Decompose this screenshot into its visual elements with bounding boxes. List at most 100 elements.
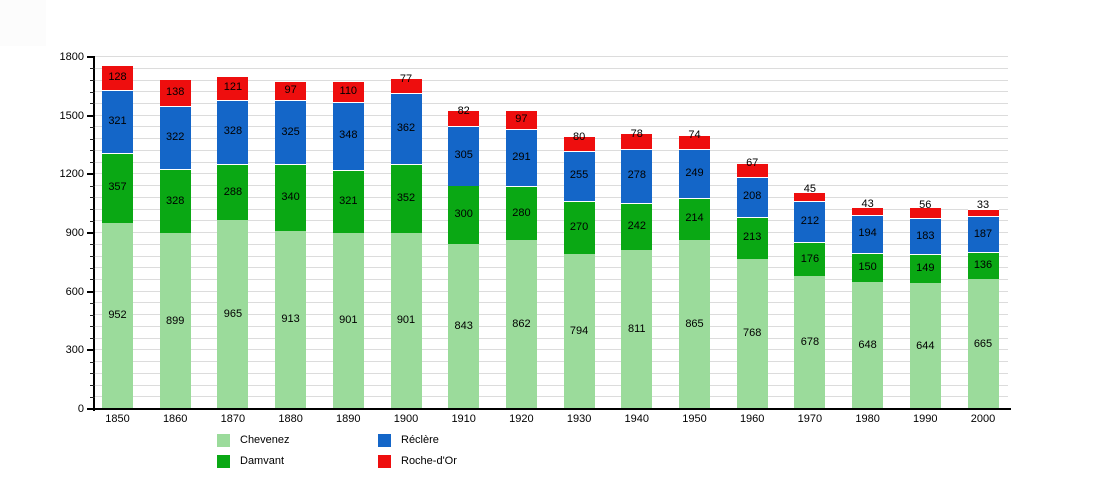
y-minor-tick — [90, 396, 95, 398]
y-minor-tick — [90, 361, 95, 363]
segment-chevenez: 811 — [621, 250, 653, 409]
bar-group-2000: 665 136 187 33 — [967, 57, 999, 409]
y-minor-tick — [90, 220, 95, 222]
segment-damvant: 321 — [332, 170, 364, 233]
bar-value-label: 843 — [454, 320, 473, 333]
gridline — [95, 126, 1008, 128]
y-minor-tick — [90, 373, 95, 375]
bar-value-label: 794 — [569, 324, 589, 337]
bar-value-label: 150 — [858, 261, 877, 274]
segment-r-cl-re: 194 — [852, 215, 884, 253]
bar-value-label: 249 — [685, 167, 704, 180]
bar-value-label: 322 — [166, 131, 185, 144]
bar-value-label: 952 — [108, 309, 127, 322]
segment-roche-d-or: 45 — [794, 183, 826, 201]
legend-swatch-roche-d-or — [378, 455, 391, 468]
segment-roche-d-or: 82 — [448, 105, 480, 126]
x-axis-label: 1940 — [624, 413, 650, 425]
gridline — [95, 196, 1008, 198]
gridline — [95, 314, 1008, 316]
segment-chevenez: 768 — [736, 258, 768, 409]
segment-damvant: 176 — [794, 242, 826, 277]
bar-value-label: 270 — [569, 220, 589, 233]
segment-roche-d-or: 80 — [563, 131, 595, 152]
bar-group-1890: 901 321 348 110 — [332, 57, 364, 409]
segment-chevenez: 901 — [332, 232, 364, 409]
segment-r-cl-re: 305 — [448, 125, 480, 186]
bar-value-label: 901 — [396, 314, 416, 327]
segment-chevenez: 794 — [563, 253, 595, 409]
segment-roche-d-or: 78 — [621, 129, 653, 149]
gridline — [95, 102, 1008, 104]
y-major-tick — [87, 173, 95, 176]
gridline — [95, 384, 1008, 386]
y-minor-tick — [90, 244, 95, 246]
bar-value-label: 768 — [743, 327, 762, 340]
y-minor-tick — [90, 80, 95, 81]
legend-swatch-chevenez — [217, 434, 230, 447]
segment-damvant: 357 — [102, 153, 133, 223]
segment-r-cl-re: 249 — [679, 149, 710, 198]
y-minor-tick — [90, 138, 95, 140]
y-minor-tick — [90, 385, 95, 386]
bar-group-1940: 811 242 278 78 — [621, 57, 653, 409]
bar-value-label: 862 — [512, 318, 531, 331]
segment-roche-d-or: 77 — [390, 74, 422, 94]
segment-damvant: 352 — [390, 164, 422, 233]
bar-value-label: 280 — [512, 206, 531, 219]
legend-item-chevenez: Chevenez — [217, 430, 378, 451]
y-axis-label: 0 — [77, 403, 84, 415]
legend-label: Réclère — [401, 434, 439, 446]
segment-roche-d-or: 43 — [852, 198, 884, 215]
y-axis-label: 1500 — [59, 109, 84, 122]
y-minor-tick — [90, 279, 95, 281]
gridline — [95, 325, 1008, 327]
y-axis-label: 600 — [65, 285, 84, 298]
gridline — [95, 149, 1008, 151]
bar-value-label: 128 — [108, 71, 127, 84]
gridline — [95, 337, 1008, 339]
y-minor-tick — [90, 326, 95, 328]
gridline — [95, 372, 1008, 374]
segment-chevenez: 862 — [505, 240, 537, 409]
bar-value-label: 328 — [223, 125, 243, 138]
gridline — [95, 91, 1008, 93]
y-axis-label: 300 — [65, 344, 84, 357]
bar-group-1910: 843 300 305 82 — [448, 57, 480, 409]
bar-group-1970: 678 176 212 45 — [794, 57, 826, 409]
bar-value-label: 56 — [919, 199, 932, 212]
x-axis-line — [93, 408, 1011, 410]
y-minor-tick — [90, 338, 95, 340]
y-minor-tick — [90, 267, 95, 269]
bar-value-label: 340 — [281, 190, 300, 203]
x-axis-label: 1970 — [797, 413, 823, 425]
segment-damvant: 328 — [159, 169, 191, 234]
legend-item-r-cl-re: Réclère — [378, 430, 539, 451]
segment-chevenez: 644 — [909, 283, 941, 409]
x-axis-label: 1930 — [566, 413, 592, 425]
y-minor-tick — [90, 91, 95, 93]
legend-swatch-damvant — [217, 455, 230, 468]
y-major-tick — [87, 408, 95, 410]
bar-value-label: 82 — [457, 104, 470, 117]
gridline — [95, 161, 1008, 163]
bar-value-label: 78 — [630, 128, 643, 141]
y-minor-tick — [90, 150, 95, 152]
segment-r-cl-re: 325 — [275, 100, 307, 164]
bar-group-1990: 644 149 183 56 — [909, 57, 941, 409]
gridline — [95, 114, 1008, 116]
y-minor-tick — [90, 162, 95, 164]
segment-r-cl-re: 321 — [102, 90, 133, 153]
segment-r-cl-re: 255 — [563, 151, 595, 201]
segment-damvant: 340 — [275, 164, 307, 231]
bar-group-1920: 862 280 291 97 — [505, 57, 537, 409]
bar-value-label: 255 — [569, 169, 589, 182]
bar-value-label: 97 — [284, 84, 297, 97]
bar-value-label: 33 — [976, 199, 990, 212]
x-axis-label: 1860 — [162, 413, 188, 425]
x-axis-label: 2000 — [970, 413, 996, 425]
background-artifact-square — [0, 0, 46, 46]
y-minor-tick — [90, 314, 95, 316]
segment-damvant: 242 — [621, 203, 653, 251]
bar-group-1980: 648 150 194 43 — [852, 57, 884, 409]
